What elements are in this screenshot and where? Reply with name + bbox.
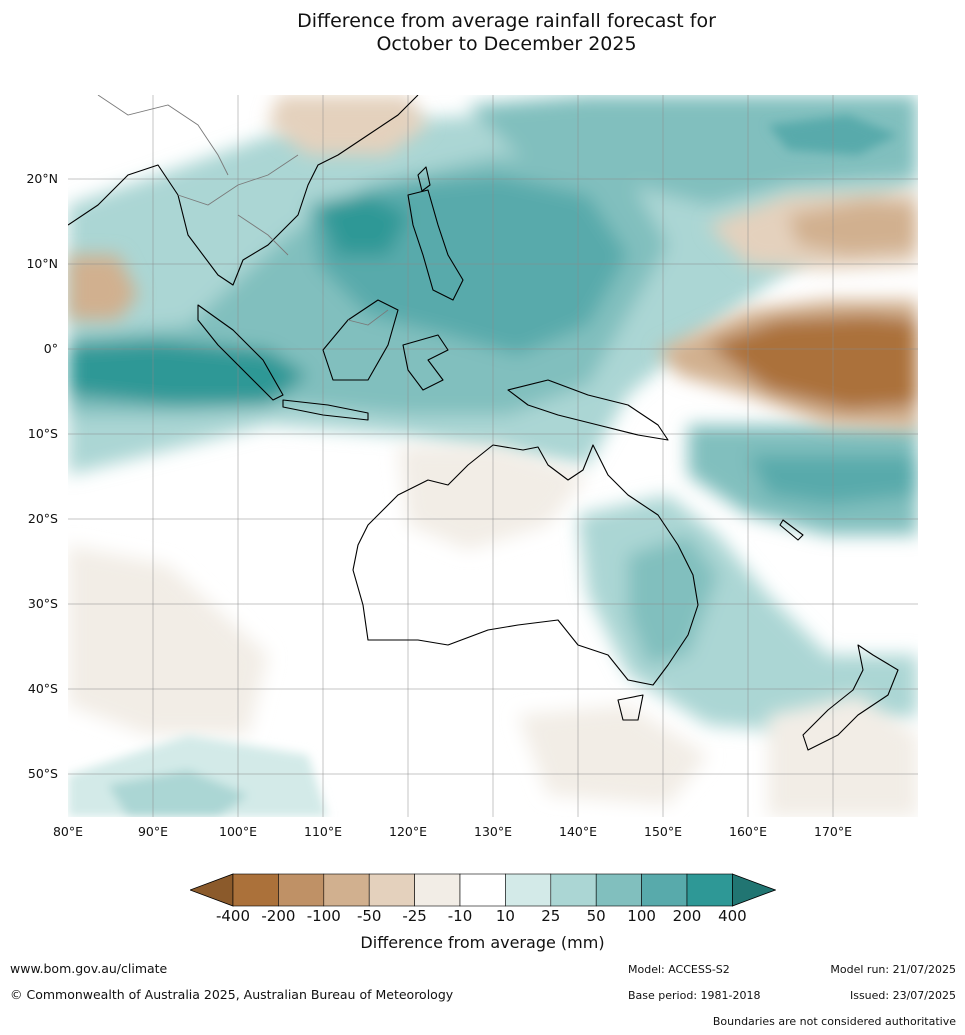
lon-label-120e: 120°E bbox=[388, 824, 428, 839]
australia-coastline bbox=[352, 444, 699, 686]
lat-label-10n: 10°N bbox=[26, 256, 58, 271]
map-title: Difference from average rainfall forecas… bbox=[0, 10, 965, 56]
wet-region-south-china-sea bbox=[318, 195, 408, 255]
dry-region-equatorial-pacific-core bbox=[708, 315, 918, 410]
new-guinea-coastline bbox=[507, 379, 669, 441]
footer-issued: Issued: 23/07/2025 bbox=[849, 989, 956, 1002]
footer-model: Model: ACCESS-S2 bbox=[628, 963, 730, 976]
lon-label-100e: 100°E bbox=[218, 824, 258, 839]
lat-label-30s: 30°S bbox=[27, 596, 58, 611]
legend-swatch bbox=[595, 873, 642, 907]
lon-label-170e: 170°E bbox=[813, 824, 853, 839]
legend-swatch bbox=[278, 873, 325, 907]
borders bbox=[97, 95, 389, 326]
dry-region-south-china bbox=[268, 95, 428, 155]
footer-disclaimer: Boundaries are not considered authoritat… bbox=[712, 1015, 956, 1028]
graticule bbox=[68, 95, 918, 817]
legend-extend-high bbox=[732, 873, 776, 907]
legend-tick-label: 200 bbox=[672, 907, 702, 925]
lat-label-20s: 20°S bbox=[27, 511, 58, 526]
lon-label-90e: 90°E bbox=[137, 824, 169, 839]
tasmania-coastline bbox=[617, 694, 644, 721]
title-line-2: October to December 2025 bbox=[376, 33, 637, 55]
dry-region-north-pacific-core bbox=[788, 200, 918, 255]
wet-region-east-australia-core bbox=[628, 535, 718, 665]
coastlines bbox=[68, 95, 899, 751]
legend-tick-label: 100 bbox=[627, 907, 656, 925]
rainfall-map bbox=[68, 95, 918, 817]
lon-label-130e: 130°E bbox=[473, 824, 513, 839]
lat-label-0: 0° bbox=[43, 341, 58, 356]
lon-label-110e: 110°E bbox=[303, 824, 343, 839]
legend-swatch bbox=[323, 873, 370, 907]
legend-tick-label: -50 bbox=[356, 907, 382, 925]
legend-tick-label: -10 bbox=[447, 907, 473, 925]
footer-copyright: © Commonwealth of Australia 2025, Austra… bbox=[10, 987, 454, 1002]
legend-tick-label: -200 bbox=[261, 907, 296, 925]
legend-extend-low bbox=[190, 873, 234, 907]
lat-label-10s: 10°S bbox=[27, 426, 58, 441]
legend-swatch bbox=[232, 873, 279, 907]
sulawesi-coastline bbox=[402, 334, 449, 391]
rainfall-field bbox=[68, 95, 918, 817]
sumatra-coastline bbox=[197, 304, 284, 401]
lat-label-40s: 40°S bbox=[27, 681, 58, 696]
legend-swatch bbox=[368, 873, 415, 907]
lon-label-80e: 80°E bbox=[52, 824, 84, 839]
dry-region-bay-of-bengal bbox=[68, 255, 138, 320]
borneo-coastline bbox=[322, 299, 399, 381]
lon-label-160e: 160°E bbox=[728, 824, 768, 839]
legend-swatch bbox=[686, 873, 733, 907]
lon-label-140e: 140°E bbox=[558, 824, 598, 839]
philippines-coastline bbox=[407, 189, 464, 301]
dry-region-southern-ocean bbox=[68, 545, 268, 735]
taiwan-coastline bbox=[417, 166, 431, 192]
legend-tick-label: 50 bbox=[586, 907, 606, 925]
lat-label-50s: 50°S bbox=[27, 766, 58, 781]
legend-title: Difference from average (mm) bbox=[360, 933, 605, 952]
mainland-asia-coastline bbox=[68, 95, 419, 286]
footer-model-run: Model run: 21/07/2025 bbox=[830, 963, 956, 976]
legend-tick-label: 25 bbox=[541, 907, 561, 925]
title-line-1: Difference from average rainfall forecas… bbox=[297, 10, 716, 32]
legend-swatch bbox=[414, 873, 461, 907]
new-zealand-coastline bbox=[802, 644, 899, 751]
dry-region-tasman bbox=[768, 695, 918, 817]
wet-region-southwest-core bbox=[108, 770, 248, 817]
wet-region-indian-ocean bbox=[68, 340, 308, 405]
legend-tick-label: -100 bbox=[306, 907, 341, 925]
legend-colorbar bbox=[190, 873, 776, 907]
legend-swatch bbox=[505, 873, 552, 907]
new-caledonia-coastline bbox=[779, 519, 804, 541]
legend-tick-label: -400 bbox=[215, 907, 251, 925]
lon-label-150e: 150°E bbox=[643, 824, 683, 839]
legend-tick-label: 10 bbox=[495, 907, 515, 925]
legend-tick-label: -25 bbox=[402, 907, 427, 925]
lat-label-20n: 20°N bbox=[26, 171, 58, 186]
dry-region-south-indian bbox=[518, 705, 708, 805]
legend-swatch bbox=[641, 873, 688, 907]
legend-tick-label: 400 bbox=[718, 907, 747, 925]
java-coastline bbox=[282, 399, 369, 421]
footer-url: www.bom.gov.au/climate bbox=[10, 961, 168, 976]
footer-base-period: Base period: 1981-2018 bbox=[628, 989, 761, 1002]
legend-swatch bbox=[550, 873, 597, 907]
legend-swatch bbox=[459, 873, 506, 907]
